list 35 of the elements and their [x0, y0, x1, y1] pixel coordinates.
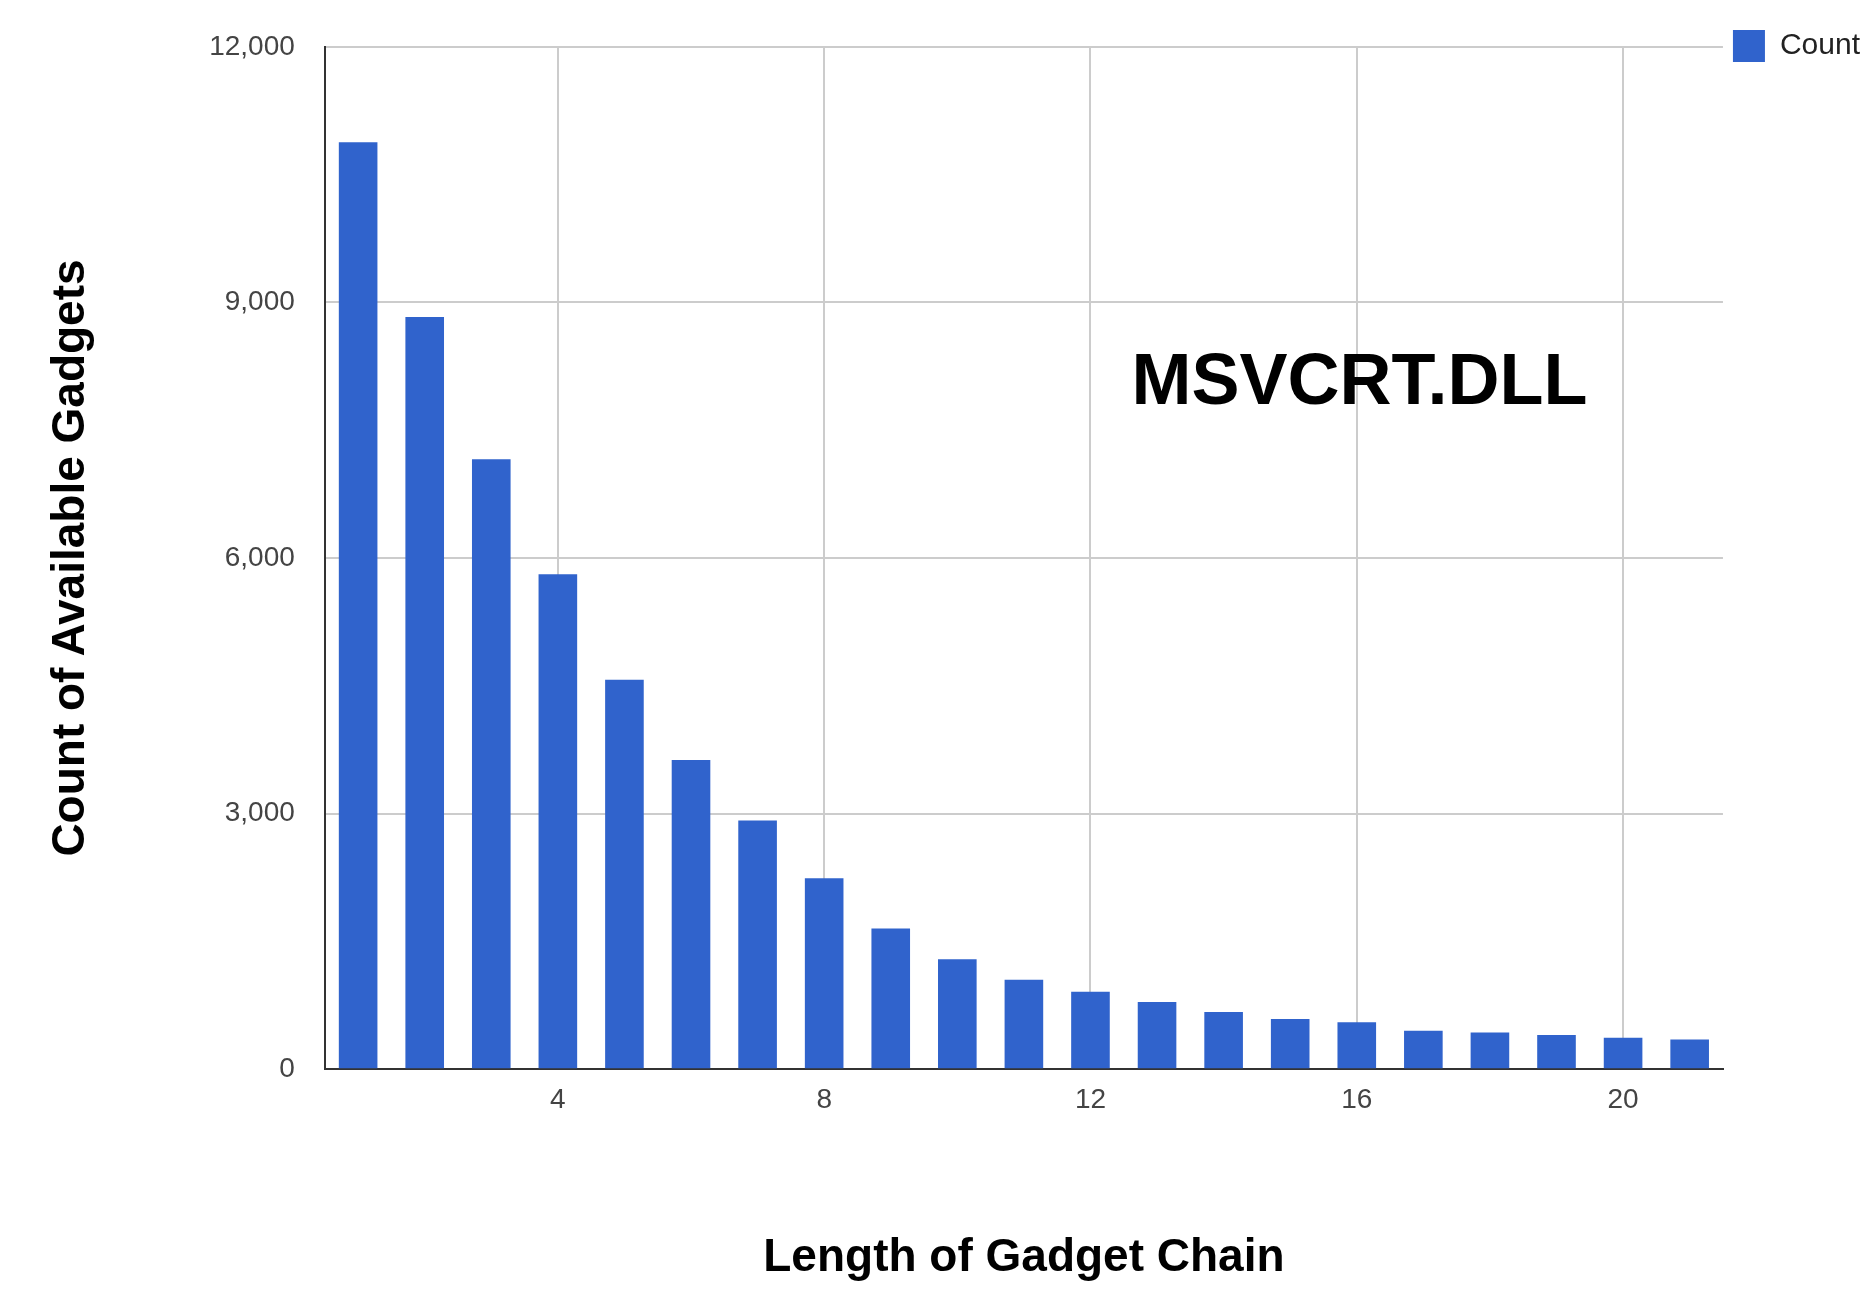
bar	[1470, 1032, 1510, 1069]
x-axis-title: Length of Gadget Chain	[763, 1229, 1285, 1282]
x-tick-label: 20	[1607, 1082, 1639, 1114]
y-axis-title: Count of Available Gadgets	[42, 259, 95, 857]
bar	[405, 316, 445, 1069]
y-tick-label: 0	[279, 1051, 295, 1083]
bar	[1670, 1039, 1709, 1069]
bar	[338, 142, 378, 1069]
y-tick-label: 3,000	[224, 796, 295, 828]
x-tick-label: 4	[550, 1082, 566, 1114]
x-tick-label: 12	[1074, 1082, 1107, 1114]
bar	[605, 679, 644, 1069]
bar	[1404, 1030, 1443, 1069]
y-tick-label: 6,000	[224, 540, 295, 572]
bar	[1270, 1018, 1310, 1069]
bar	[871, 928, 911, 1069]
y-tick-label: 9,000	[224, 285, 295, 317]
legend-label: Count	[1779, 27, 1861, 61]
x-tick-label: 8	[816, 1082, 832, 1114]
bar	[1071, 991, 1110, 1069]
y-tick-label: 12,000	[209, 29, 295, 61]
bar	[471, 459, 511, 1069]
x-tick-label: 16	[1341, 1082, 1373, 1114]
bar	[1004, 979, 1044, 1069]
bar	[538, 574, 578, 1069]
bar	[1603, 1037, 1643, 1069]
bar	[1204, 1012, 1243, 1069]
bar	[804, 878, 844, 1069]
bar	[671, 759, 711, 1069]
bar	[1537, 1035, 1576, 1069]
bar	[938, 959, 977, 1069]
bar	[1137, 1001, 1177, 1069]
annotation: MSVCRT.DLL	[1131, 339, 1588, 420]
bar	[738, 820, 777, 1069]
bar	[1337, 1022, 1377, 1069]
